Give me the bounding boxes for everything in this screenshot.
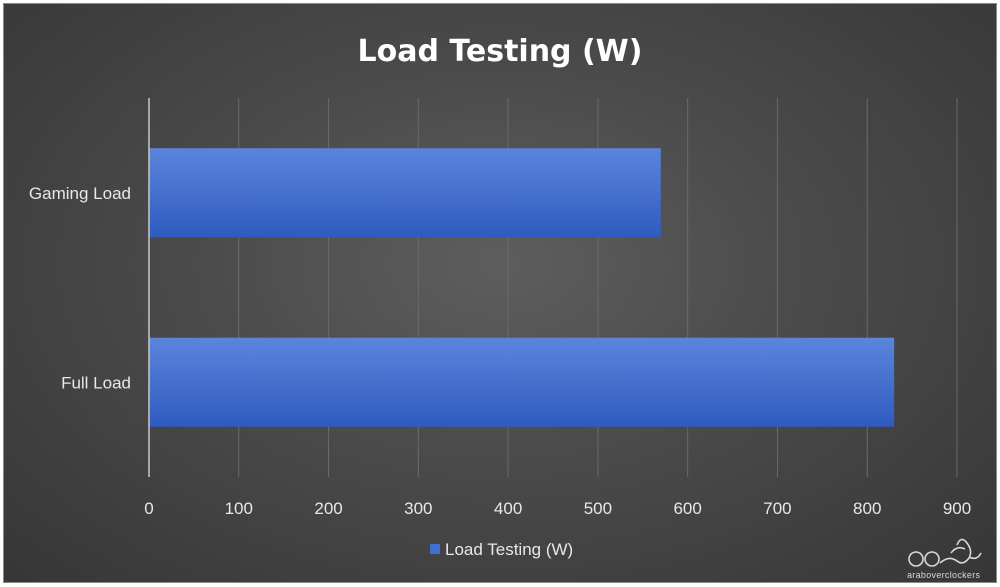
- category-label: Gaming Load: [29, 184, 131, 203]
- x-tick-label: 900: [943, 499, 971, 518]
- bar: [149, 148, 661, 238]
- watermark: araboverclockers: [907, 538, 982, 580]
- watermark-text: araboverclockers: [907, 570, 981, 580]
- x-tick-label: 700: [763, 499, 791, 518]
- x-tick-label: 300: [404, 499, 432, 518]
- legend: Load Testing (W): [430, 540, 573, 559]
- bar-chart: Load Testing (W) 0 100 200 300 400 500 600 700 8…: [29, 34, 982, 580]
- axes: 0 100 200 300 400 500 600 700 800 900 Gaming Load F…: [29, 98, 971, 518]
- x-tick-label: 200: [314, 499, 342, 518]
- x-tick-label: 500: [584, 499, 612, 518]
- legend-swatch: [430, 544, 440, 554]
- x-tick-label: 0: [144, 499, 153, 518]
- category-label: Full Load: [61, 373, 131, 392]
- aoc-logo-icon: [908, 538, 982, 567]
- chart-title: Load Testing (W): [358, 34, 643, 69]
- x-tick-label: 100: [225, 499, 253, 518]
- bars: [149, 148, 895, 427]
- bar: [149, 337, 895, 427]
- chart-frame: Load Testing (W) 0 100 200 300 400 500 600 700 8…: [3, 3, 997, 583]
- x-tick-label: 600: [673, 499, 701, 518]
- x-tick-label: 400: [494, 499, 522, 518]
- x-tick-label: 800: [853, 499, 881, 518]
- legend-label: Load Testing (W): [445, 540, 573, 559]
